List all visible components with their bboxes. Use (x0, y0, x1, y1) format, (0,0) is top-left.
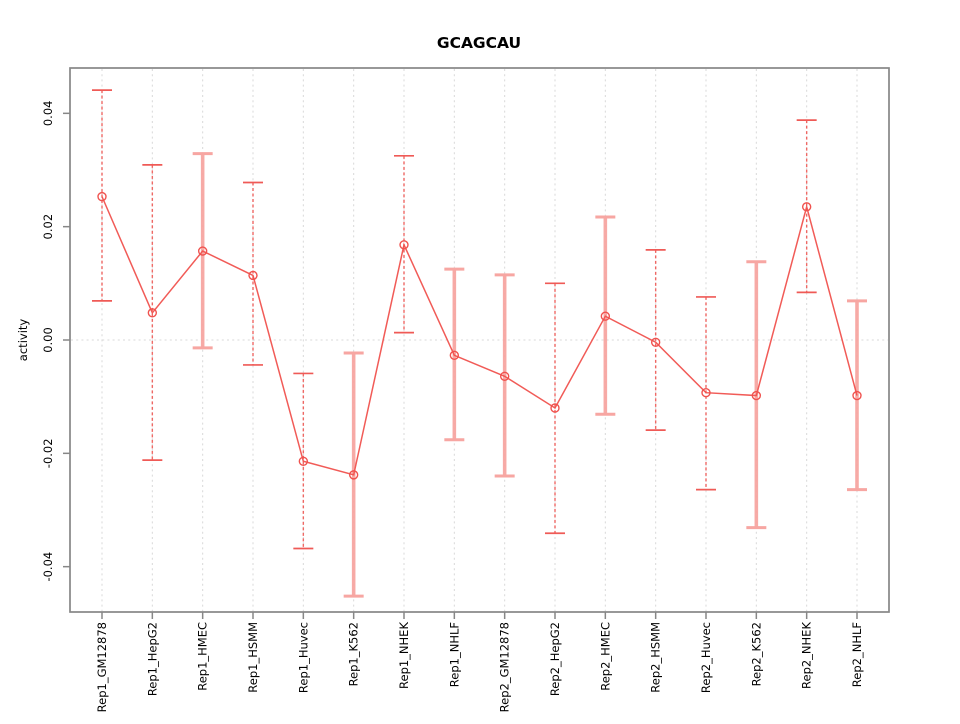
error-bar-Rep1_GM12878 (92, 89, 112, 302)
data-point-Rep1_HSMM (248, 270, 258, 281)
chart-title: GCAGCAU (437, 34, 521, 52)
data-point-Rep1_NHEK (399, 240, 409, 250)
gridlines-layer (71, 69, 888, 611)
y-tick-label: -0.04 (41, 552, 55, 582)
data-point-Rep2_HepG2 (550, 403, 560, 413)
data-point-Rep2_HSMM (650, 337, 661, 347)
data-point-Rep2_GM12878 (499, 371, 510, 381)
data-point-Rep1_K562 (348, 470, 359, 480)
data-layer (92, 89, 867, 598)
error-bar-Rep2_GM12878 (494, 273, 515, 478)
data-point-Rep1_Huvec (298, 456, 309, 466)
x-tick-label: Rep2_NHLF (850, 622, 864, 687)
x-tick-label: Rep2_Huvec (699, 622, 713, 693)
plot-border (69, 67, 890, 613)
x-tick-label: Rep2_K562 (749, 622, 763, 686)
x-tick-label: Rep1_NHEK (397, 622, 411, 689)
x-tick-label: Rep2_NHEK (800, 622, 814, 689)
x-tick-label: Rep2_HepG2 (548, 622, 562, 696)
data-point-Rep1_HMEC (197, 246, 208, 256)
x-tick-label: Rep1_HSMM (246, 622, 260, 693)
error-bar-Rep2_HSMM (645, 249, 666, 431)
data-point-Rep2_K562 (751, 390, 762, 401)
x-tick-label: Rep1_GM12878 (95, 622, 109, 712)
data-point-Rep2_Huvec (701, 388, 711, 398)
x-tick-label: Rep1_K562 (347, 622, 361, 686)
error-bar-Rep1_HepG2 (142, 164, 163, 461)
error-bar-Rep1_HSMM (243, 181, 263, 366)
axes-layer: -0.04 -0.02 0.00 0.02 0.04 Rep1_GM12878 Rep1_H… (41, 67, 890, 712)
error-bar-Rep2_NHEK (796, 119, 817, 294)
x-tick-label: Rep1_HepG2 (145, 622, 159, 696)
x-tick-label: Rep2_HMEC (598, 622, 612, 691)
y-tick-label: 0.04 (41, 101, 55, 127)
y-tick-label: -0.02 (41, 438, 55, 468)
x-tick-label: Rep2_GM12878 (498, 622, 512, 712)
x-tick-label: Rep1_NHLF (447, 622, 461, 687)
data-point-Rep2_NHLF (852, 390, 862, 401)
error-bar-Rep2_HepG2 (545, 282, 565, 535)
error-bar-Rep1_Huvec (293, 372, 314, 550)
x-tick-label: Rep2_HSMM (649, 622, 663, 693)
data-point-Rep2_HMEC (600, 311, 611, 321)
x-tick-label: Rep1_Huvec (296, 622, 310, 693)
data-point-Rep1_NHLF (449, 350, 460, 360)
y-axis-title: activity (16, 319, 30, 362)
series-line (101, 196, 858, 476)
data-point-Rep1_HepG2 (147, 308, 158, 318)
data-point-Rep1_GM12878 (97, 191, 107, 202)
x-tick-label: Rep1_HMEC (196, 622, 210, 691)
y-tick-label: 0.00 (41, 327, 55, 353)
data-point-Rep2_NHEK (801, 202, 812, 212)
y-tick-label: 0.02 (41, 214, 55, 240)
